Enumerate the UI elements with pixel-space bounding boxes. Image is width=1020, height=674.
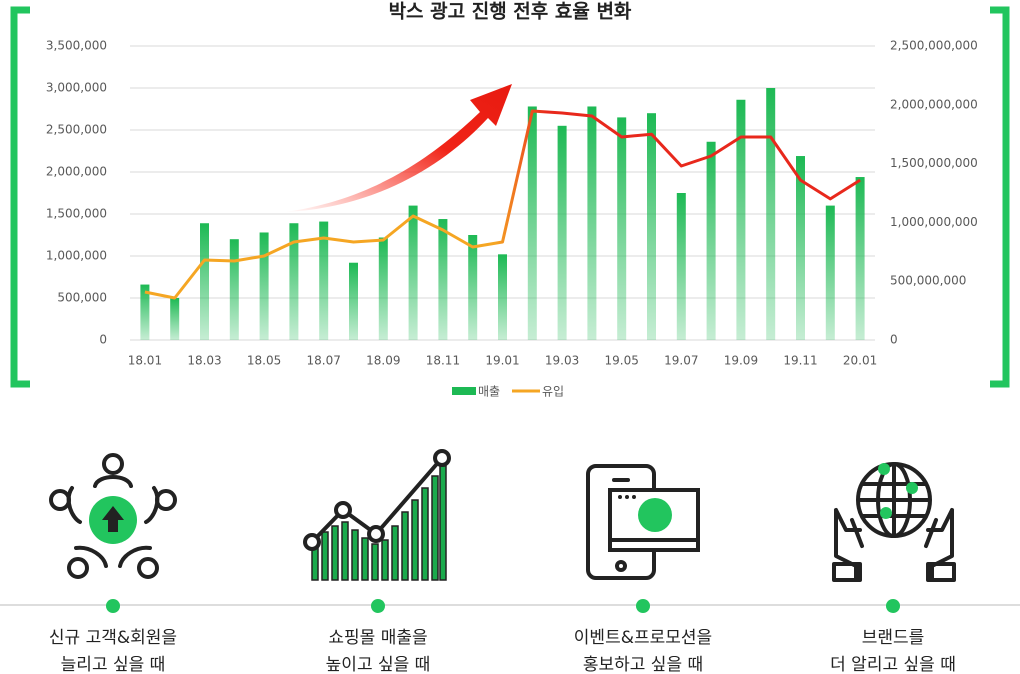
bar	[259, 232, 269, 340]
plot: 0 500,000 1,000,000 1,500,000 2,000,000 2,500…	[46, 39, 978, 399]
bar	[349, 262, 358, 340]
x-tick-label: 19.07	[664, 354, 698, 368]
feature-text: 이벤트&프로모션을	[574, 628, 712, 648]
y2-tick-label: 2,000,000,000	[890, 97, 978, 111]
x-tick-label: 18.07	[307, 354, 341, 368]
x-tick-label: 19.09	[724, 354, 758, 368]
feature-text: 브랜드를	[862, 628, 925, 648]
y-tick-label: 1,000,000	[46, 249, 107, 263]
bar	[170, 298, 180, 340]
bar	[796, 156, 805, 340]
dot	[886, 599, 900, 613]
y-tick-label: 3,000,000	[46, 81, 107, 95]
bar	[438, 219, 448, 340]
y2-tick-label: 500,000,000	[890, 274, 966, 288]
bar	[736, 99, 746, 340]
bar	[468, 235, 478, 340]
icon-sales-growth	[303, 449, 451, 581]
feature-text: 더 알리고 싶을 때	[830, 655, 956, 674]
bracket-left	[10, 6, 30, 388]
x-tick-label: 20.01	[843, 354, 877, 368]
x-tick-label: 18.03	[187, 354, 221, 368]
feature-text: 높이고 싶을 때	[326, 655, 431, 674]
y2-tick-label: 0	[890, 333, 898, 347]
bar	[676, 193, 686, 340]
legend-swatch	[452, 387, 476, 395]
dot	[106, 599, 120, 613]
x-tick-label: 19.01	[485, 354, 519, 368]
x-tick-label: 18.09	[366, 354, 400, 368]
x-tick-label: 18.05	[247, 354, 281, 368]
bar	[408, 205, 418, 340]
bar	[825, 205, 835, 340]
icon-customers	[49, 453, 177, 579]
y2-tick-label: 1,500,000,000	[890, 156, 978, 170]
bar	[557, 125, 567, 340]
trend-arrow	[285, 84, 512, 212]
feature-text: 홍보하고 싶을 때	[583, 655, 703, 674]
feature-text: 쇼핑몰 매출을	[328, 628, 427, 648]
y-tick-label: 2,500,000	[46, 123, 107, 137]
bar	[289, 223, 299, 340]
bar	[587, 106, 597, 340]
bar	[229, 239, 239, 340]
bar	[498, 254, 507, 340]
bar	[527, 106, 537, 340]
legend-label: 유입	[542, 385, 564, 399]
bar	[855, 177, 865, 340]
dot	[371, 599, 385, 613]
bar	[200, 223, 209, 340]
x-tick-label: 18.01	[128, 354, 162, 368]
bar	[706, 141, 716, 340]
x-tick-label: 19.11	[783, 354, 817, 368]
bar	[617, 117, 627, 341]
feature-text: 늘리고 싶을 때	[61, 655, 166, 674]
x-tick-label: 19.03	[545, 354, 579, 368]
icon-event	[586, 464, 700, 580]
y-tick-label: 2,000,000	[46, 165, 107, 179]
feature-text: 신규 고객&회원을	[49, 628, 177, 648]
y-tick-label: 500,000	[57, 291, 107, 305]
dot	[636, 599, 650, 613]
y2-tick-label: 2,500,000,000	[890, 39, 978, 53]
bar	[378, 237, 388, 340]
bar	[647, 113, 656, 340]
x-tick-label: 19.05	[605, 354, 639, 368]
y-tick-label: 1,500,000	[46, 207, 107, 221]
icon-brand	[832, 462, 956, 582]
y2-tick-label: 1,000,000,000	[890, 215, 978, 229]
y-tick-label: 3,500,000	[46, 39, 107, 53]
bracket-right	[990, 6, 1010, 388]
x-tick-label: 18.11	[426, 354, 460, 368]
bar	[140, 284, 150, 340]
line	[144, 109, 861, 300]
bar	[766, 88, 776, 340]
legend-label: 매출	[478, 385, 500, 399]
chart-title: 박스 광고 진행 전후 효율 변화	[389, 1, 632, 23]
y-tick-label: 0	[99, 333, 107, 347]
bar	[319, 221, 329, 340]
